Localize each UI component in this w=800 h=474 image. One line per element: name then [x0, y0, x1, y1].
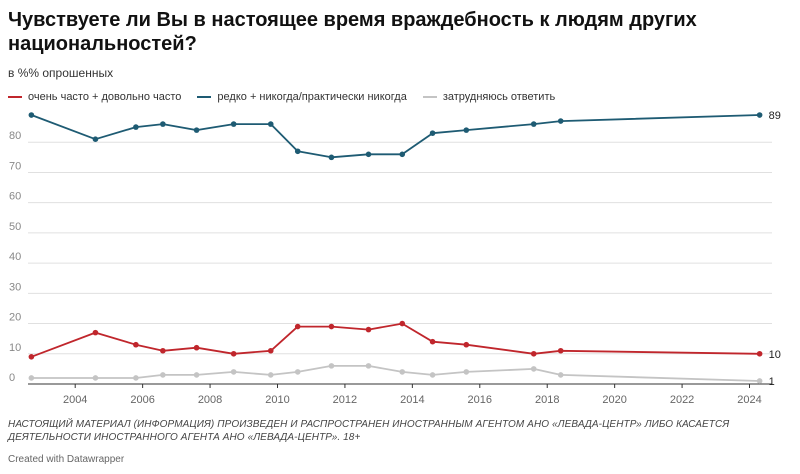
data-point [756, 378, 763, 384]
data-point [530, 350, 537, 357]
data-point [365, 151, 372, 158]
y-tick-label: 10 [9, 342, 21, 354]
data-point [365, 363, 372, 369]
data-point [267, 372, 274, 378]
series-end-label: 10 [769, 349, 781, 361]
data-point [230, 350, 237, 357]
data-point [756, 112, 763, 118]
y-tick-label: 20 [9, 312, 21, 324]
series-end-label: 1 [769, 376, 775, 388]
data-point [294, 323, 301, 330]
data-point [28, 375, 35, 381]
data-point [160, 121, 166, 127]
legend-label-rarely: редко + никогда/практически никогда [217, 91, 407, 103]
series-end-label: 89 [769, 110, 781, 122]
data-point [133, 375, 139, 381]
data-point [399, 320, 406, 327]
data-point [429, 372, 436, 378]
data-point [557, 118, 564, 124]
data-point [230, 121, 237, 127]
y-tick-label: 70 [9, 160, 21, 172]
data-point [133, 124, 139, 130]
data-point [193, 127, 200, 133]
x-tick-label: 2024 [737, 394, 761, 406]
data-point [294, 148, 301, 155]
legend-item-unsure: затрудняюсь ответить [422, 91, 556, 103]
legend: очень часто + довольно часто редко + ник… [8, 91, 571, 103]
data-point [463, 341, 470, 348]
data-point [328, 363, 335, 369]
data-point [92, 375, 99, 381]
legend-item-often: очень часто + довольно часто [8, 91, 181, 103]
footer-credit: Created with Datawrapper [8, 454, 125, 465]
legend-label-often: очень часто + довольно часто [28, 91, 182, 103]
data-point [429, 130, 436, 136]
data-point [92, 329, 99, 336]
y-tick-label: 40 [9, 251, 21, 263]
x-tick-label: 2022 [670, 394, 694, 406]
legend-swatch-unsure [422, 96, 437, 98]
legend-swatch-often [8, 96, 22, 98]
legend-item-rarely: редко + никогда/практически никогда [197, 91, 407, 103]
legend-swatch-rarely [197, 96, 212, 98]
data-point [756, 350, 763, 357]
data-point [92, 136, 99, 142]
data-point [328, 154, 335, 161]
x-tick-label: 2008 [198, 394, 222, 406]
x-tick-label: 2018 [535, 394, 559, 406]
x-tick-label: 2014 [400, 394, 424, 406]
data-point [267, 121, 274, 127]
data-point [399, 151, 406, 158]
y-tick-label: 50 [9, 221, 21, 233]
data-point [160, 372, 166, 378]
x-tick-label: 2016 [468, 394, 492, 406]
series-line-1 [31, 114, 760, 159]
y-tick-label: 30 [9, 281, 21, 293]
data-point [399, 369, 406, 375]
y-tick-label: 0 [9, 372, 15, 384]
series-line-2 [31, 365, 760, 382]
x-tick-label: 2010 [265, 394, 289, 406]
data-point [133, 341, 139, 348]
x-tick-label: 2020 [602, 394, 626, 406]
data-point [28, 354, 35, 360]
data-point [160, 347, 166, 354]
data-point [328, 323, 335, 330]
data-point [193, 372, 200, 378]
data-point [557, 372, 564, 378]
footer-disclaimer: НАСТОЯЩИЙ МАТЕРИАЛ (ИНФОРМАЦИЯ) ПРОИЗВЕД… [8, 419, 730, 443]
data-point [365, 326, 372, 333]
y-tick-label: 80 [9, 130, 21, 142]
data-point [463, 369, 470, 375]
x-tick-label: 2004 [63, 394, 87, 406]
series-line-0 [31, 322, 760, 358]
legend-label-unsure: затрудняюсь ответить [442, 91, 556, 103]
data-point [463, 127, 470, 133]
data-point [193, 344, 200, 351]
y-tick-label: 60 [9, 191, 21, 203]
data-point [230, 369, 237, 375]
data-point [267, 347, 274, 354]
chart-subtitle: в %% опрошенных [8, 66, 114, 80]
data-point [530, 121, 537, 127]
data-point [530, 366, 537, 372]
data-point [28, 112, 35, 118]
data-point [294, 369, 301, 375]
x-tick-label: 2006 [130, 394, 154, 406]
x-tick-label: 2012 [333, 394, 357, 406]
data-point [429, 338, 436, 345]
data-point [557, 347, 564, 354]
chart-title: Чувствуете ли Вы в настоящее время вражд… [8, 9, 697, 55]
